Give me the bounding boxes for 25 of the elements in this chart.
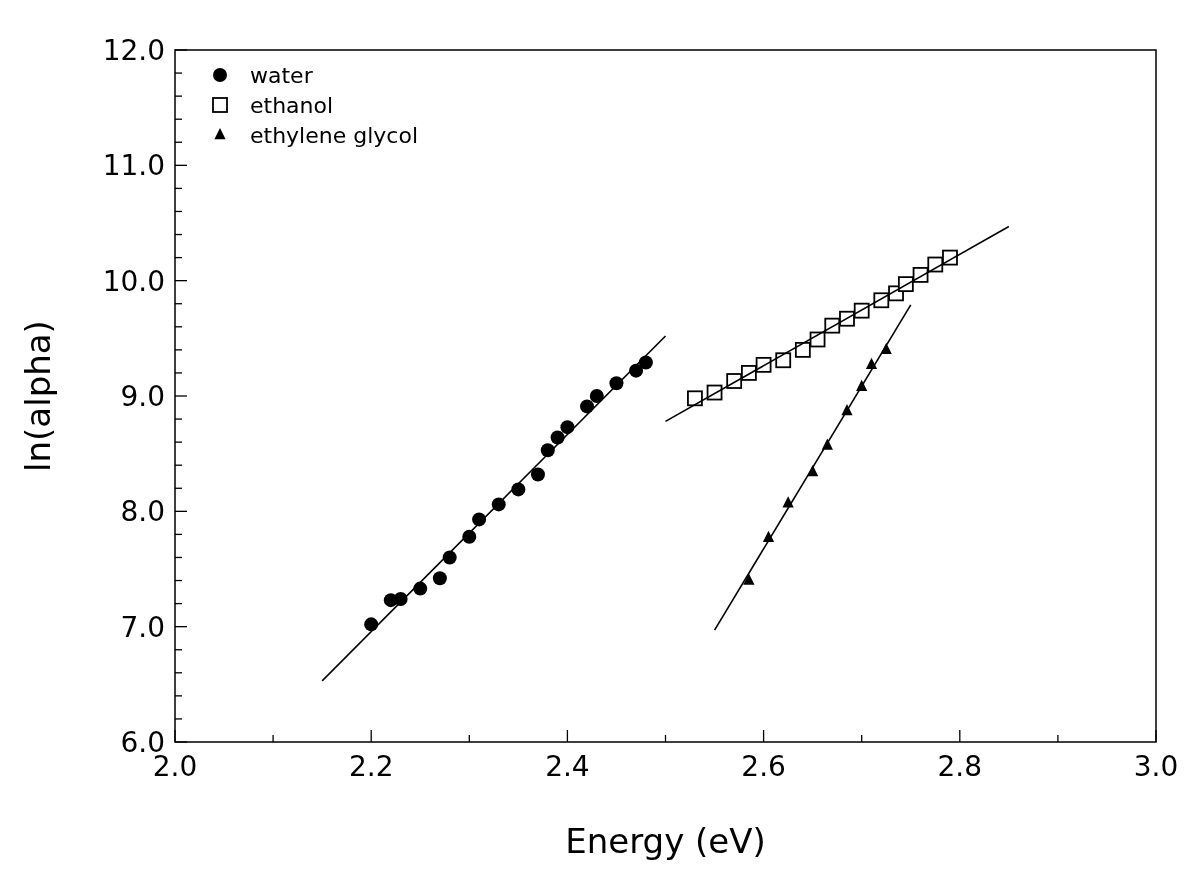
point (364, 617, 379, 632)
y-tick-label: 12.0 (102, 34, 165, 67)
x-tick-label: 2.4 (545, 750, 590, 783)
point (580, 399, 595, 414)
y-tick-label: 9.0 (120, 380, 165, 413)
y-tick-label: 7.0 (120, 610, 165, 644)
x-axis-title: Energy (eV) (565, 821, 766, 861)
point (589, 389, 604, 403)
x-tick-label: 2.8 (937, 750, 983, 783)
x-tick-label: 2.2 (348, 750, 394, 783)
legend-label: ethanol (250, 93, 334, 118)
point (530, 467, 545, 482)
y-tick-label: 10.0 (102, 264, 165, 298)
x-tick-label: 3.0 (1133, 750, 1179, 783)
point (794, 341, 811, 358)
point (432, 571, 447, 586)
y-tick-label: 11.0 (102, 149, 165, 183)
point (687, 390, 703, 407)
x-tick-label: 2.6 (741, 750, 786, 783)
point (743, 573, 755, 585)
legend-label: water (250, 63, 314, 88)
y-axis-title: ln(alpha) (18, 320, 58, 472)
y-tick-label: 8.0 (120, 495, 165, 529)
point (775, 352, 792, 369)
legend-label: ethylene glycol (250, 123, 419, 148)
